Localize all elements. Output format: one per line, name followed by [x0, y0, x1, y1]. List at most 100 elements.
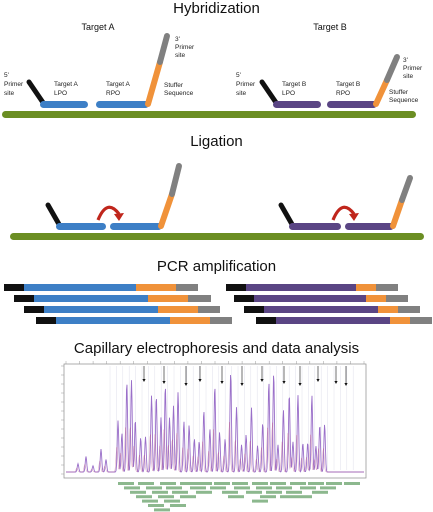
probe-reference-label — [308, 482, 324, 485]
pcr-title: PCR amplification — [156, 258, 277, 275]
lig-b-rpo-probe — [345, 223, 394, 230]
probe-reference-label — [166, 486, 182, 490]
electropherogram-probe-references — [118, 482, 360, 512]
probe-reference-label — [154, 508, 170, 512]
curved-arrow-icon — [331, 205, 356, 221]
peak-marker-arrow-icon — [334, 381, 338, 384]
probe-reference-label — [196, 490, 212, 494]
pcr-product — [244, 306, 420, 313]
electropherogram — [61, 361, 367, 512]
hybridization-title: Hybridization — [173, 0, 260, 17]
lig-a-stuffer-arm — [158, 191, 175, 229]
target-b-lpo-line2: LPO — [282, 90, 295, 97]
target-a-lpo-line2: LPO — [54, 90, 67, 97]
peak-marker-arrow-icon — [184, 383, 188, 386]
probe-reference-label — [172, 490, 188, 494]
probe-reference-label — [228, 495, 244, 499]
target-b-stuffer-line1: Stuffer — [389, 89, 409, 96]
probe-reference-label — [234, 486, 250, 490]
pcr-products-b — [226, 284, 432, 324]
probe-reference-label — [344, 482, 360, 485]
probe-reference-label — [222, 490, 238, 494]
lig-a-lpo-probe — [56, 223, 106, 230]
probe-reference-label — [300, 486, 316, 490]
target-a-primer5-line3: site — [4, 90, 15, 97]
probe-reference-label — [210, 486, 226, 490]
target-b-stuffer-arm — [373, 77, 390, 107]
probe-reference-label — [170, 504, 186, 507]
peak-marker-arrow-icon — [344, 383, 348, 386]
pcr-product — [24, 306, 220, 313]
peak-marker-arrow-icon — [260, 379, 264, 382]
probe-reference-label — [312, 490, 328, 494]
lig-a-primer3-arm — [169, 163, 182, 197]
peak-marker-arrow-icon — [142, 379, 146, 382]
target-b-primer3-line2: Primer — [403, 65, 423, 72]
ligation-dna-strand — [10, 233, 424, 240]
probe-reference-label — [256, 486, 272, 490]
pcr-product — [36, 317, 232, 324]
curved-arrow-icon — [96, 205, 121, 221]
peak-marker-arrow-icon — [162, 381, 166, 384]
pcr-products-a — [4, 284, 232, 324]
probe-reference-label — [180, 495, 196, 499]
probe-reference-label — [138, 482, 154, 485]
target-b-primer3-line3: site — [403, 73, 414, 80]
probe-reference-label — [276, 486, 292, 490]
target-a-rpo-line2: RPO — [106, 90, 120, 97]
pcr-product — [256, 317, 432, 324]
target-b-lpo-line1: Target B — [282, 81, 306, 88]
probe-reference-label — [320, 486, 336, 490]
target-b-lpo-probe — [273, 101, 321, 108]
probe-reference-label — [164, 499, 180, 503]
target-a-primer3-arm — [157, 33, 170, 65]
target-a-title: Target A — [81, 22, 114, 32]
lig-b-primer5-arm — [278, 202, 296, 229]
probe-reference-label — [152, 490, 168, 494]
ligation-title: Ligation — [190, 133, 243, 150]
probe-reference-label — [252, 482, 268, 485]
pcr-product — [226, 284, 398, 291]
probe-reference-label — [296, 495, 312, 499]
probe-reference-label — [326, 482, 342, 485]
peak-marker-arrow-icon — [198, 379, 202, 382]
target-a-rpo-probe — [96, 101, 149, 108]
probe-reference-label — [196, 482, 212, 485]
curved-arrow-head-icon — [349, 213, 359, 221]
probe-reference-label — [266, 490, 282, 494]
target-a-primer5-line1: 5' — [4, 72, 9, 79]
lig-b-lpo-probe — [289, 223, 341, 230]
probe-reference-label — [214, 482, 230, 485]
target-b-rpo-probe — [327, 101, 377, 108]
electropherogram-trace-secondary — [66, 422, 364, 473]
probe-reference-label — [280, 495, 296, 499]
probe-reference-label — [142, 499, 158, 503]
capillary-title: Capillary electrophoresis and data analy… — [73, 340, 360, 357]
target-b-primer5-line1: 5' — [236, 72, 241, 79]
lig-a-rpo-probe — [110, 223, 162, 230]
target-b-primer5-line2: Primer — [236, 81, 256, 88]
probe-reference-label — [160, 482, 176, 485]
target-a-stuffer-line1: Stuffer — [164, 82, 184, 89]
target-a-primer3-line2: Primer — [175, 44, 195, 51]
target-a-primer3-line3: site — [175, 52, 186, 59]
target-a-primer3-line1: 3' — [175, 36, 180, 43]
probe-reference-label — [158, 495, 174, 499]
peak-marker-arrow-icon — [316, 379, 320, 382]
target-a-stuffer-arm — [145, 59, 163, 107]
curved-arrow-head-icon — [114, 213, 124, 221]
probe-reference-label — [130, 490, 146, 494]
target-b-rpo-line1: Target B — [336, 81, 360, 88]
target-a-lpo-line1: Target A — [54, 81, 79, 88]
lig-b-stuffer-arm — [390, 197, 405, 229]
target-a-primer5-line2: Primer — [4, 81, 24, 88]
target-dna-strand — [2, 111, 416, 118]
target-b-primer5-arm — [259, 79, 280, 107]
probe-reference-label — [260, 495, 276, 499]
pcr-product — [14, 295, 211, 302]
probe-reference-label — [148, 504, 164, 507]
target-a-stuffer-line2: Sequence — [164, 90, 194, 97]
probe-reference-label — [286, 490, 302, 494]
